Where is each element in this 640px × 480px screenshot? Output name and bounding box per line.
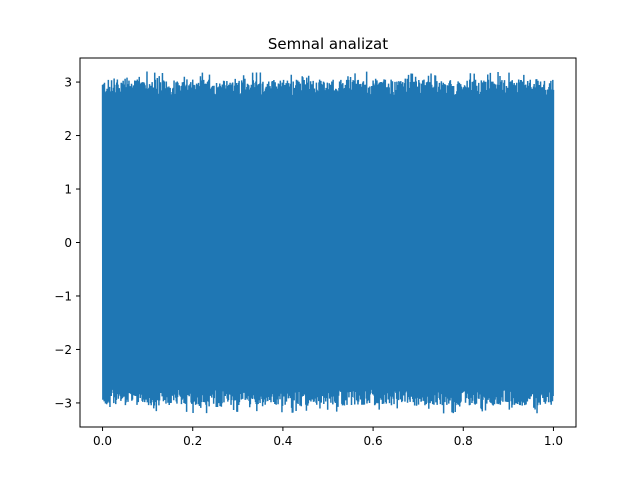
y-tick-label: 2 bbox=[64, 129, 72, 143]
series-layer bbox=[101, 71, 555, 414]
x-tick-label: 1.0 bbox=[544, 434, 563, 448]
signal-series-line bbox=[101, 71, 555, 414]
y-tick-label: −3 bbox=[54, 396, 72, 410]
y-tick-label: −2 bbox=[54, 343, 72, 357]
x-tick-label: 0.6 bbox=[364, 434, 383, 448]
y-tick-label: −1 bbox=[54, 289, 72, 303]
x-tick-label: 0.2 bbox=[183, 434, 202, 448]
chart-title: Semnal analizat bbox=[268, 35, 388, 53]
x-tick-label: 0.0 bbox=[93, 434, 112, 448]
y-axis: −3 −2 −1 0 1 2 3 bbox=[54, 76, 80, 410]
y-tick-label: 3 bbox=[64, 76, 72, 90]
plot-area bbox=[79, 57, 577, 428]
x-tick-label: 0.4 bbox=[273, 434, 292, 448]
x-axis: 0.0 0.2 0.4 0.6 0.8 1.0 bbox=[93, 427, 563, 448]
y-tick-label: 0 bbox=[64, 236, 72, 250]
y-tick-label: 1 bbox=[64, 183, 72, 197]
x-tick-label: 0.8 bbox=[454, 434, 473, 448]
